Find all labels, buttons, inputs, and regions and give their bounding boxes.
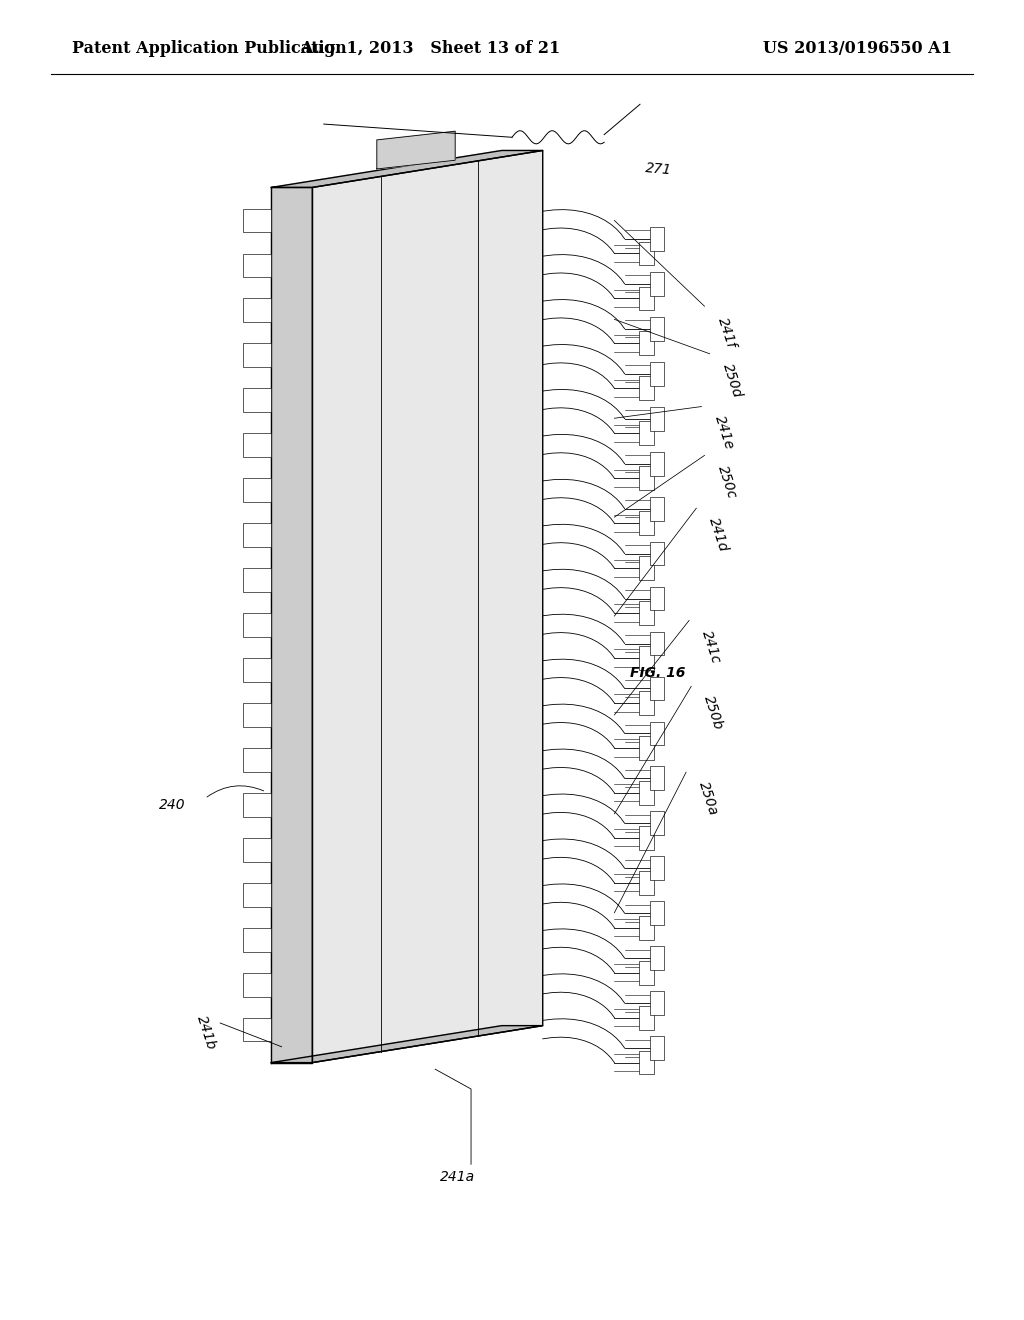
Text: Patent Application Publication: Patent Application Publication (72, 40, 346, 57)
Bar (243, 433, 271, 457)
Polygon shape (271, 1026, 543, 1063)
Bar (243, 838, 271, 862)
Text: FIG. 16: FIG. 16 (630, 667, 685, 680)
Bar (243, 883, 271, 907)
Text: 250a: 250a (696, 780, 721, 817)
Bar (639, 781, 653, 805)
Bar (243, 612, 271, 638)
Bar (639, 647, 653, 671)
Text: 241a: 241a (440, 1171, 475, 1184)
Bar (243, 1018, 271, 1041)
Bar (639, 421, 653, 445)
Text: 271: 271 (645, 161, 673, 177)
Bar (649, 632, 664, 656)
Bar (639, 1006, 653, 1030)
Bar (649, 407, 664, 430)
Text: 250d: 250d (720, 362, 744, 399)
Bar (243, 659, 271, 682)
Bar (243, 568, 271, 591)
Text: 240: 240 (159, 799, 185, 812)
Bar (243, 928, 271, 952)
Bar (649, 586, 664, 610)
Bar (649, 541, 664, 565)
Bar (649, 362, 664, 385)
Bar (639, 466, 653, 490)
Bar (639, 961, 653, 985)
Bar (243, 253, 271, 277)
Text: 241c: 241c (699, 628, 723, 665)
Bar (639, 826, 653, 850)
Text: Aug. 1, 2013   Sheet 13 of 21: Aug. 1, 2013 Sheet 13 of 21 (300, 40, 560, 57)
Polygon shape (271, 187, 312, 1063)
Text: 241e: 241e (712, 414, 736, 451)
Bar (639, 737, 653, 760)
Text: 241b: 241b (195, 1014, 219, 1051)
Text: 241d: 241d (707, 516, 731, 553)
Bar (649, 767, 664, 791)
Bar (649, 857, 664, 880)
Bar (243, 343, 271, 367)
Bar (649, 677, 664, 701)
Bar (243, 478, 271, 502)
Text: 241f: 241f (715, 315, 738, 350)
Bar (649, 272, 664, 296)
Polygon shape (312, 150, 543, 1063)
Bar (639, 376, 653, 400)
Bar (649, 946, 664, 970)
Bar (649, 317, 664, 341)
Bar (639, 871, 653, 895)
Bar (639, 1051, 653, 1074)
Bar (639, 692, 653, 715)
Bar (639, 601, 653, 624)
Bar (649, 227, 664, 251)
Bar (639, 916, 653, 940)
Bar (649, 991, 664, 1015)
Bar (243, 388, 271, 412)
Bar (243, 973, 271, 997)
Bar (243, 793, 271, 817)
Bar (649, 496, 664, 520)
Bar (649, 451, 664, 475)
Bar (649, 722, 664, 746)
Bar (639, 331, 653, 355)
Polygon shape (271, 150, 543, 187)
Text: 250b: 250b (701, 694, 726, 731)
Bar (649, 1036, 664, 1060)
Bar (243, 704, 271, 727)
Bar (649, 902, 664, 925)
Text: 250c: 250c (715, 463, 738, 500)
Bar (649, 812, 664, 836)
Bar (639, 242, 653, 265)
Bar (639, 556, 653, 579)
Text: US 2013/0196550 A1: US 2013/0196550 A1 (763, 40, 952, 57)
Bar (639, 511, 653, 535)
Bar (243, 748, 271, 772)
Bar (639, 286, 653, 310)
Polygon shape (377, 131, 455, 169)
Bar (243, 209, 271, 232)
Bar (243, 298, 271, 322)
Bar (243, 523, 271, 546)
